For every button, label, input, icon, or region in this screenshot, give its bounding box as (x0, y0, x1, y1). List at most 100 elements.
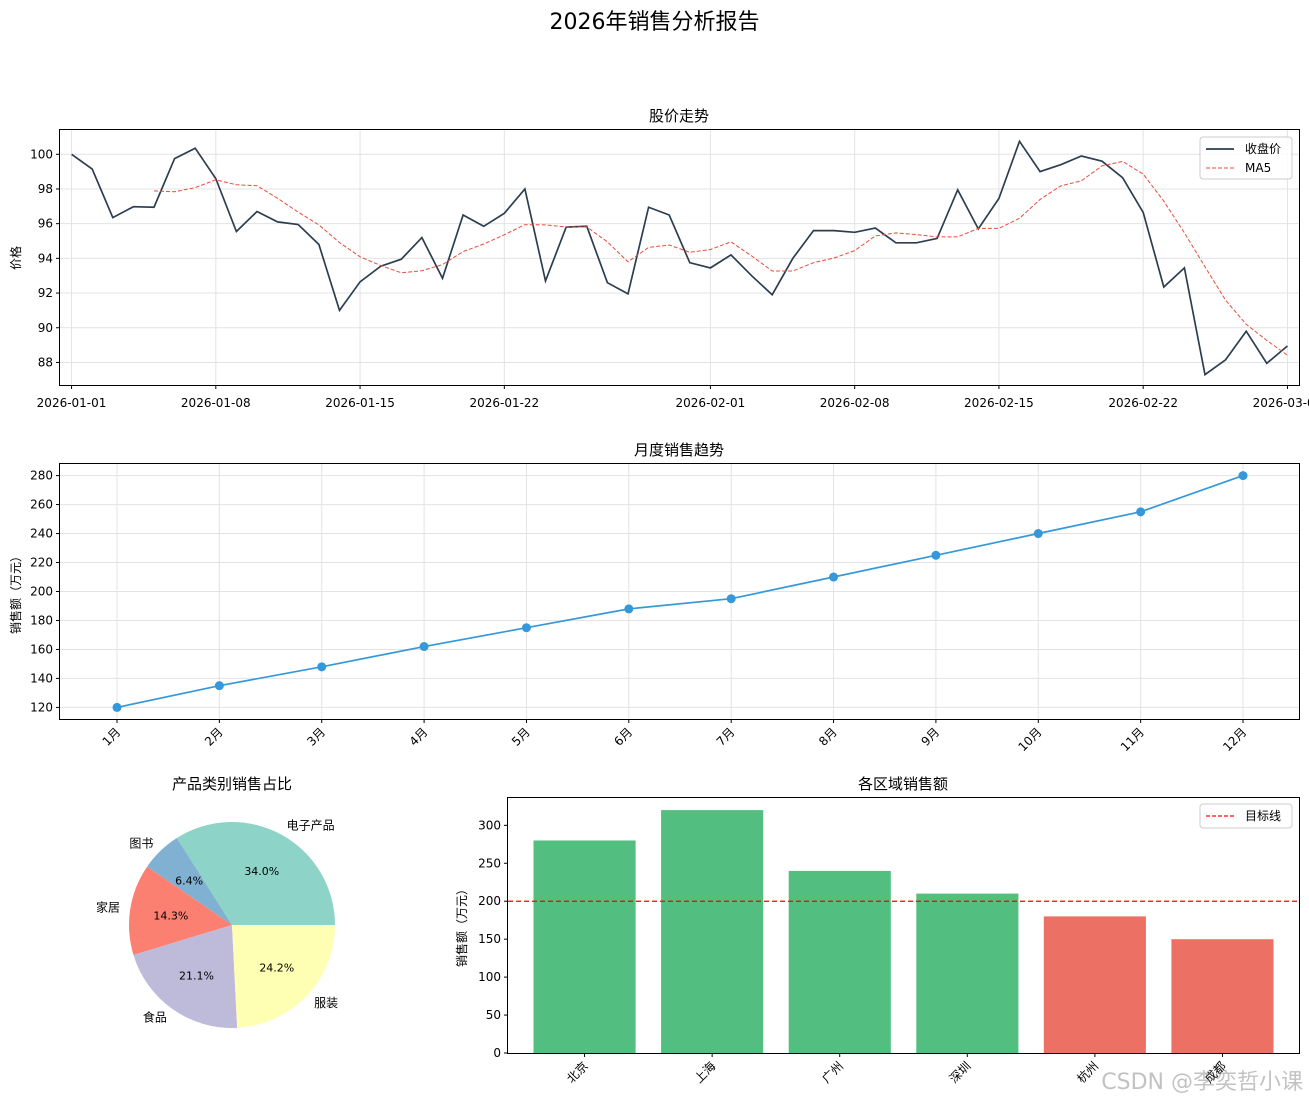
monthly-sales-point (112, 702, 122, 712)
monthly-x-tick-label: 6月 (611, 725, 635, 749)
bar-x-tick-label: 上海 (691, 1058, 719, 1086)
bar-x-tick-label: 深圳 (947, 1059, 974, 1086)
stock-x-tick-label: 2026-03-01 (1253, 396, 1309, 410)
pie-percent-label: 24.2% (259, 962, 294, 975)
monthly-sales-chart: 月度销售趋势 销售额（万元） 120 140 160 180 200 220 240 260 2… (8, 441, 1300, 754)
regional-sales-chart: 各区域销售额 销售额（万元） 0 50 100 150 200 250 300 北京 上海 广州… (454, 775, 1300, 1086)
stock-legend-close-label: 收盘价 (1245, 141, 1281, 156)
pie-percent-label: 6.4% (175, 875, 203, 888)
region-bar (533, 840, 636, 1053)
monthly-sales-point (419, 642, 429, 652)
monthly-sales-point (726, 594, 736, 604)
monthly-sales-point (829, 572, 839, 582)
bar-y-tick-label: 0 (493, 1046, 501, 1060)
monthly-y-tick-label: 220 (30, 556, 53, 570)
stock-series (71, 139, 1288, 377)
close-price-line (71, 139, 1288, 377)
pie-percent-label: 14.3% (153, 910, 188, 923)
monthly-x-tick-label: 10月 (1015, 725, 1044, 754)
monthly-x-tick-label: 5月 (509, 725, 533, 749)
monthly-sales-point (931, 550, 941, 560)
bar-y-tick-label: 150 (478, 932, 501, 946)
pie-category-label: 电子产品 (287, 819, 335, 833)
monthly-y-tick-label: 180 (30, 613, 53, 627)
stock-x-tick-label: 2026-01-15 (325, 396, 395, 410)
stock-x-tick-label: 2026-02-22 (1108, 396, 1178, 410)
monthly-series (112, 471, 1248, 712)
monthly-x-tick-label: 3月 (304, 725, 328, 749)
stock-x-tick-label: 2026-01-08 (181, 396, 251, 410)
region-bar (788, 870, 891, 1053)
ma5-line (153, 160, 1288, 356)
stock-chart-ylabel: 价格 (8, 246, 23, 270)
stock-plot-frame (59, 129, 1300, 386)
stock-x-tick-label: 2026-02-08 (820, 396, 890, 410)
stock-y-tick-label: 98 (38, 182, 53, 196)
figure-title: 2026年销售分析报告 (549, 10, 760, 35)
bar-y-tick-label: 200 (478, 894, 501, 908)
pie-slice (176, 821, 335, 925)
monthly-y-tick-label: 140 (30, 671, 53, 685)
bar-y-tick-label: 250 (478, 856, 501, 870)
monthly-y-tick-label: 260 (30, 498, 53, 512)
monthly-sales-point (317, 662, 327, 672)
region-bar (916, 893, 1019, 1053)
region-bar (1043, 916, 1146, 1053)
pie-percent-label: 34.0% (244, 865, 279, 878)
pie-percent-label: 21.1% (179, 970, 214, 983)
monthly-x-tick-label: 2月 (202, 725, 226, 749)
bar-x-tick-label: 杭州 (1074, 1058, 1102, 1086)
stock-y-tick-label: 90 (38, 321, 53, 335)
monthly-x-tick-label: 1月 (100, 725, 124, 749)
monthly-sales-point (624, 604, 634, 614)
monthly-x-tick-label: 4月 (407, 725, 431, 749)
stock-y-tick-label: 94 (38, 251, 53, 265)
monthly-x-tick-label: 9月 (918, 725, 942, 749)
monthly-x-tick-label: 12月 (1220, 725, 1249, 754)
bar-legend-target-label: 目标线 (1245, 809, 1281, 823)
pie-slice (129, 866, 232, 955)
category-pie-chart: 产品类别销售占比 电子产品 34.0% 图书 6.4% 家居 14.3% 食品 21.1% 服装… (96, 775, 338, 1029)
stock-chart-title: 股价走势 (649, 107, 709, 125)
region-bar (661, 810, 764, 1053)
pie-chart-title: 产品类别销售占比 (172, 775, 292, 793)
monthly-y-tick-label: 120 (30, 700, 53, 714)
bar-plot-frame (507, 797, 1300, 1054)
pie-slice (147, 838, 232, 925)
monthly-x-tick-label: 7月 (714, 725, 738, 749)
pie-category-label: 食品 (143, 1010, 167, 1025)
watermark: CSDN @李奕哲小课 (1101, 1070, 1303, 1095)
pie-slice (133, 925, 238, 1029)
pie-labels: 电子产品 34.0% 图书 6.4% 家居 14.3% 食品 21.1% 服装 24.2% (96, 819, 338, 1025)
monthly-chart-title: 月度销售趋势 (634, 441, 724, 459)
monthly-sales-point (1238, 471, 1248, 481)
monthly-y-tick-label: 240 (30, 527, 53, 541)
monthly-grid (60, 464, 1299, 719)
bar-legend: 目标线 (1199, 803, 1293, 829)
monthly-sales-point (214, 681, 224, 691)
stock-x-tick-label: 2026-02-15 (964, 396, 1034, 410)
bar-y-tick-label: 300 (478, 818, 501, 832)
stock-legend: 收盘价 MA5 (1199, 136, 1293, 180)
monthly-x-ticks: 1月 2月 3月 4月 5月 6月 7月 8月 9月 10月 11月 12月 (100, 719, 1249, 754)
monthly-plot-frame (59, 463, 1300, 720)
bar-chart-ylabel: 销售额（万元） (454, 883, 469, 967)
monthly-sales-point (1033, 529, 1043, 539)
monthly-y-tick-label: 280 (30, 469, 53, 483)
stock-y-tick-label: 92 (38, 286, 53, 300)
bar-y-ticks: 0 50 100 150 200 250 300 (478, 818, 508, 1060)
monthly-sales-line (116, 474, 1244, 709)
monthly-sales-point (521, 623, 531, 633)
stock-x-tick-label: 2026-01-01 (37, 396, 107, 410)
pie-category-label: 家居 (96, 900, 120, 915)
bar-y-tick-label: 100 (478, 970, 501, 984)
bar-x-tick-label: 北京 (564, 1059, 591, 1086)
stock-x-tick-label: 2026-02-01 (676, 396, 746, 410)
pie-slices (129, 821, 335, 1029)
stock-legend-ma5-label: MA5 (1245, 161, 1271, 175)
bar-x-tick-label: 广州 (819, 1059, 846, 1086)
stock-y-ticks: 88 90 92 94 96 98 100 (30, 147, 60, 369)
bar-y-tick-label: 50 (486, 1008, 501, 1022)
